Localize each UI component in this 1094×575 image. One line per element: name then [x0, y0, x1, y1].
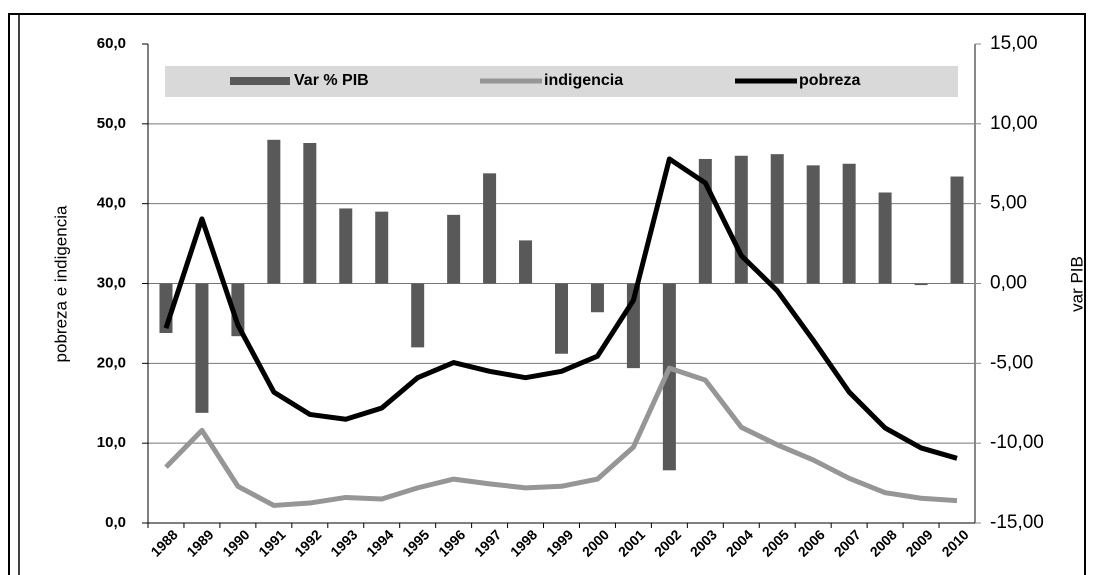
bar [590, 283, 604, 313]
x-tick-label: 1991 [255, 526, 288, 559]
bar [339, 208, 353, 284]
x-tick-label: 2008 [867, 526, 900, 559]
x-tick-label: 1999 [543, 526, 576, 559]
bar [411, 283, 425, 348]
x-tick-label: 1993 [327, 526, 360, 559]
x-tick-label: 1998 [507, 526, 540, 559]
bar [770, 154, 784, 284]
bar [447, 214, 461, 284]
bar [878, 192, 892, 284]
x-tick-label: 2001 [615, 526, 648, 559]
y2-tick-label: -5,00 [990, 352, 1033, 373]
bar [806, 165, 820, 284]
x-tick-label: 2007 [831, 526, 864, 559]
y-tick-label: 30,0 [97, 274, 126, 291]
bar [734, 155, 748, 284]
bar [375, 211, 389, 284]
legend-items: Var % PIB indigencia pobreza [230, 72, 860, 89]
y-tick-label: 40,0 [97, 195, 126, 212]
bar [303, 142, 317, 284]
x-tick-label: 1990 [219, 526, 252, 559]
bar [662, 283, 676, 471]
line [164, 365, 958, 508]
y-tick-label: 10,0 [97, 434, 126, 451]
y2-axis-title: var PIB [1067, 256, 1086, 312]
x-tick-label: 1997 [471, 526, 504, 559]
frame [8, 13, 1086, 575]
x-tick-label: 2006 [795, 526, 828, 559]
x-tick-label: 2004 [723, 526, 756, 559]
x-tick-label: 2003 [687, 526, 720, 559]
x-tick-label: 2010 [938, 526, 971, 559]
bar [842, 163, 856, 284]
y2-tick-label: 5,00 [990, 193, 1027, 214]
x-tick-label: 2009 [902, 526, 935, 559]
bar [519, 240, 533, 284]
bar [555, 283, 568, 354]
x-tick-label: 1995 [399, 526, 432, 559]
x-tick-label: 1988 [147, 526, 180, 559]
y-axis-title: pobreza e indigencia [51, 205, 70, 362]
x-tick-label: 1994 [363, 526, 396, 559]
line [163, 156, 958, 461]
bar [267, 139, 281, 284]
y2-tick-label: 0,00 [990, 273, 1027, 294]
x-tick-label: 1989 [183, 526, 216, 559]
y-tick-label: 60,0 [97, 35, 126, 52]
x-tick-label: 1992 [291, 526, 324, 559]
y2-tick-label: 10,00 [990, 113, 1038, 134]
bar [914, 283, 928, 286]
bar [950, 176, 964, 284]
x-tick-label: 2002 [651, 526, 684, 559]
x-tick-label: 2000 [579, 526, 612, 559]
marks [159, 139, 964, 508]
legend-label: Var % PIB [294, 72, 369, 89]
y2-tick-label: -10,00 [990, 432, 1044, 453]
y-tick-label: 0,0 [105, 514, 126, 531]
bar [195, 283, 209, 413]
bar [483, 173, 497, 284]
legend-label: pobreza [799, 72, 860, 89]
y2-tick-label: -15,00 [990, 512, 1044, 533]
x-tick-label: 2005 [759, 526, 792, 559]
y-tick-label: 20,0 [97, 354, 126, 371]
legend-swatch [230, 77, 290, 85]
y2-tick-label: 15,00 [990, 33, 1038, 54]
legend [165, 66, 958, 97]
x-tick-label: 1996 [435, 526, 468, 559]
y-tick-label: 50,0 [97, 115, 126, 132]
legend-label: indigencia [544, 72, 623, 89]
